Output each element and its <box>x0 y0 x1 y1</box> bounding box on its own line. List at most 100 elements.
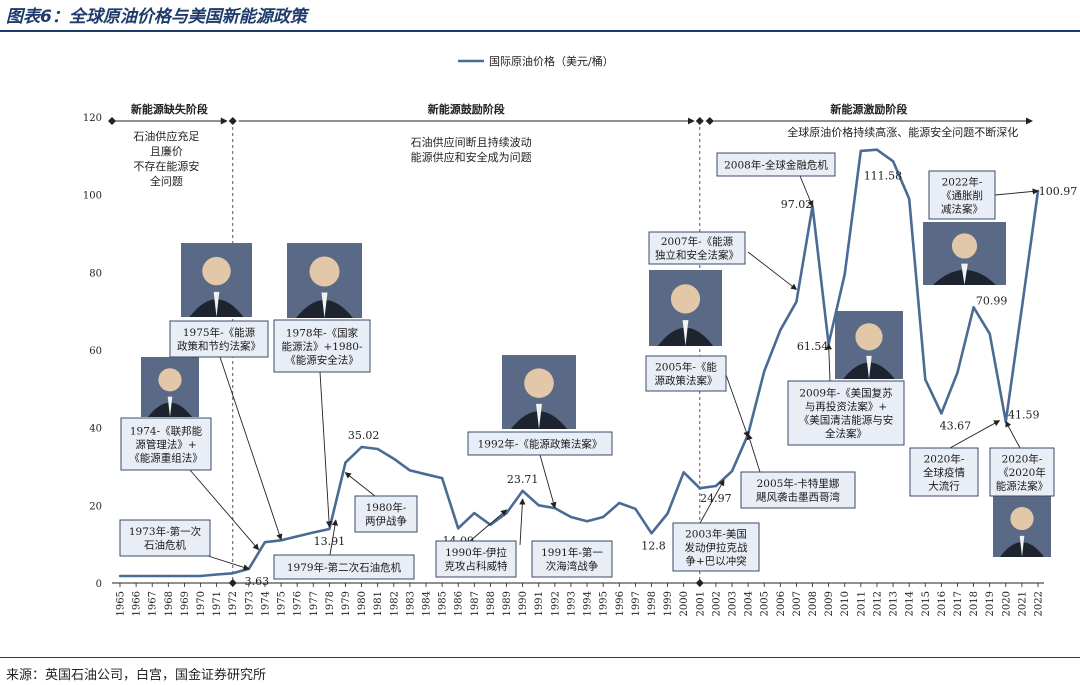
x-tick-label: 1999 <box>663 591 674 616</box>
callout-text: 全球疫情 <box>923 466 965 479</box>
y-tick-label: 100 <box>83 191 102 202</box>
callout-arrow <box>329 519 339 556</box>
data-label: 100.97 <box>1039 185 1078 198</box>
phase-note: 石油供应间断且持续波动 <box>411 135 532 149</box>
x-tick-label: 1976 <box>293 591 304 616</box>
price-point <box>956 371 959 374</box>
callout-text: 与再投资法案》+ <box>805 400 887 413</box>
x-tick-label: 2015 <box>921 591 932 616</box>
callout-box <box>989 447 1055 497</box>
callout-box <box>716 152 836 177</box>
price-point <box>263 541 267 544</box>
callout-box <box>467 431 613 456</box>
event-callout: 2008年-全球金融危机 <box>716 152 836 208</box>
x-tick-label: 1998 <box>647 591 658 616</box>
callout-text: 1990年-伊拉 <box>445 546 507 559</box>
price-point <box>151 574 154 578</box>
event-callout: 2005年-《能源政策法案》 <box>645 355 750 438</box>
callout-box <box>119 519 211 557</box>
callout-text: 次海湾战争 <box>546 560 599 573</box>
callout-text: 2003年-美国 <box>685 527 747 540</box>
price-point <box>424 473 428 476</box>
callout-box <box>169 320 269 358</box>
x-tick-label: 1993 <box>566 591 577 616</box>
x-tick-label: 2017 <box>953 591 964 616</box>
callout-text: 2005年-《能 <box>655 361 717 374</box>
x-tick-label: 1975 <box>277 591 288 616</box>
x-tick-label: 1996 <box>615 591 626 616</box>
callout-box <box>120 417 212 471</box>
x-tick-label: 1981 <box>373 591 384 616</box>
data-label: 12.8 <box>641 539 666 552</box>
callout-text: 克攻占科威特 <box>445 560 508 573</box>
y-tick-label: 80 <box>89 268 102 279</box>
x-tick-label: 2006 <box>776 591 787 616</box>
x-tick-label: 1966 <box>132 591 143 616</box>
x-tick-label: 2022 <box>1034 591 1045 616</box>
callout-box <box>645 355 727 392</box>
price-point <box>891 160 895 163</box>
price-point <box>763 370 766 373</box>
callout-text: 《通胀削 <box>941 189 983 202</box>
callout-box <box>273 554 415 580</box>
callout-text: 1974-《联邦能 <box>130 424 203 437</box>
phase-diamond <box>108 117 116 125</box>
president-portrait <box>141 357 199 417</box>
data-label: 41.59 <box>1008 408 1040 421</box>
callout-arrow <box>1005 420 1021 449</box>
price-point <box>666 512 669 515</box>
x-tick-label: 1987 <box>470 591 481 616</box>
y-tick-label: 20 <box>89 501 102 512</box>
callout-text: 源管理法》+ <box>135 438 196 451</box>
x-tick-label: 1997 <box>631 591 642 616</box>
callout-arrow <box>699 479 725 524</box>
price-point <box>392 457 395 460</box>
callout-text: 1975年-《能源 <box>183 326 256 339</box>
x-tick-label: 1992 <box>550 591 561 616</box>
callout-text: 2020年- <box>924 452 965 465</box>
price-point <box>972 306 975 309</box>
x-tick-label: 1995 <box>599 591 610 616</box>
callout-text: 全法案》 <box>825 427 867 440</box>
source-note: 来源：英国石油公司，白宫，国金证券研究所 <box>6 668 267 683</box>
callout-text: 《美国清洁能源与安 <box>799 414 894 427</box>
price-point <box>440 476 444 480</box>
x-tick-label: 1970 <box>196 591 207 616</box>
price-point <box>118 574 122 578</box>
phase-label: 新能源鼓励阶段 <box>428 102 505 116</box>
x-tick-label: 2019 <box>985 591 996 616</box>
callout-text: 2005年-卡特里娜 <box>757 477 840 490</box>
price-point <box>376 447 379 451</box>
price-point <box>537 504 540 507</box>
callout-text: 1992年-《能源政策法案》 <box>478 437 603 450</box>
x-tick-label: 1988 <box>486 591 497 616</box>
event-callout: 1979年-第二次石油危机 <box>273 519 415 580</box>
price-point <box>328 527 331 531</box>
data-label: 23.71 <box>507 473 539 486</box>
x-tick-label: 1989 <box>502 591 513 616</box>
x-tick-label: 2003 <box>728 591 739 616</box>
x-tick-label: 2016 <box>937 591 948 616</box>
x-tick-label: 1971 <box>212 591 223 616</box>
data-label: 70.99 <box>976 294 1008 307</box>
price-point <box>457 527 460 530</box>
x-tick-label: 1990 <box>518 591 529 616</box>
y-tick-label: 40 <box>89 424 102 435</box>
x-tick-label: 1967 <box>148 591 159 616</box>
x-tick-label: 2011 <box>856 591 867 616</box>
legend: 国际原油价格（美元/桶） <box>458 54 614 68</box>
price-point <box>521 489 524 493</box>
x-tick-label: 1979 <box>341 591 352 616</box>
callout-text: 能源法》+1980- <box>281 340 363 353</box>
callout-text: 2020年- <box>1002 452 1043 465</box>
callout-arrow <box>219 356 283 541</box>
price-point <box>199 574 202 578</box>
price-point <box>585 520 589 523</box>
callout-text: 发动伊拉克战 <box>685 541 748 554</box>
